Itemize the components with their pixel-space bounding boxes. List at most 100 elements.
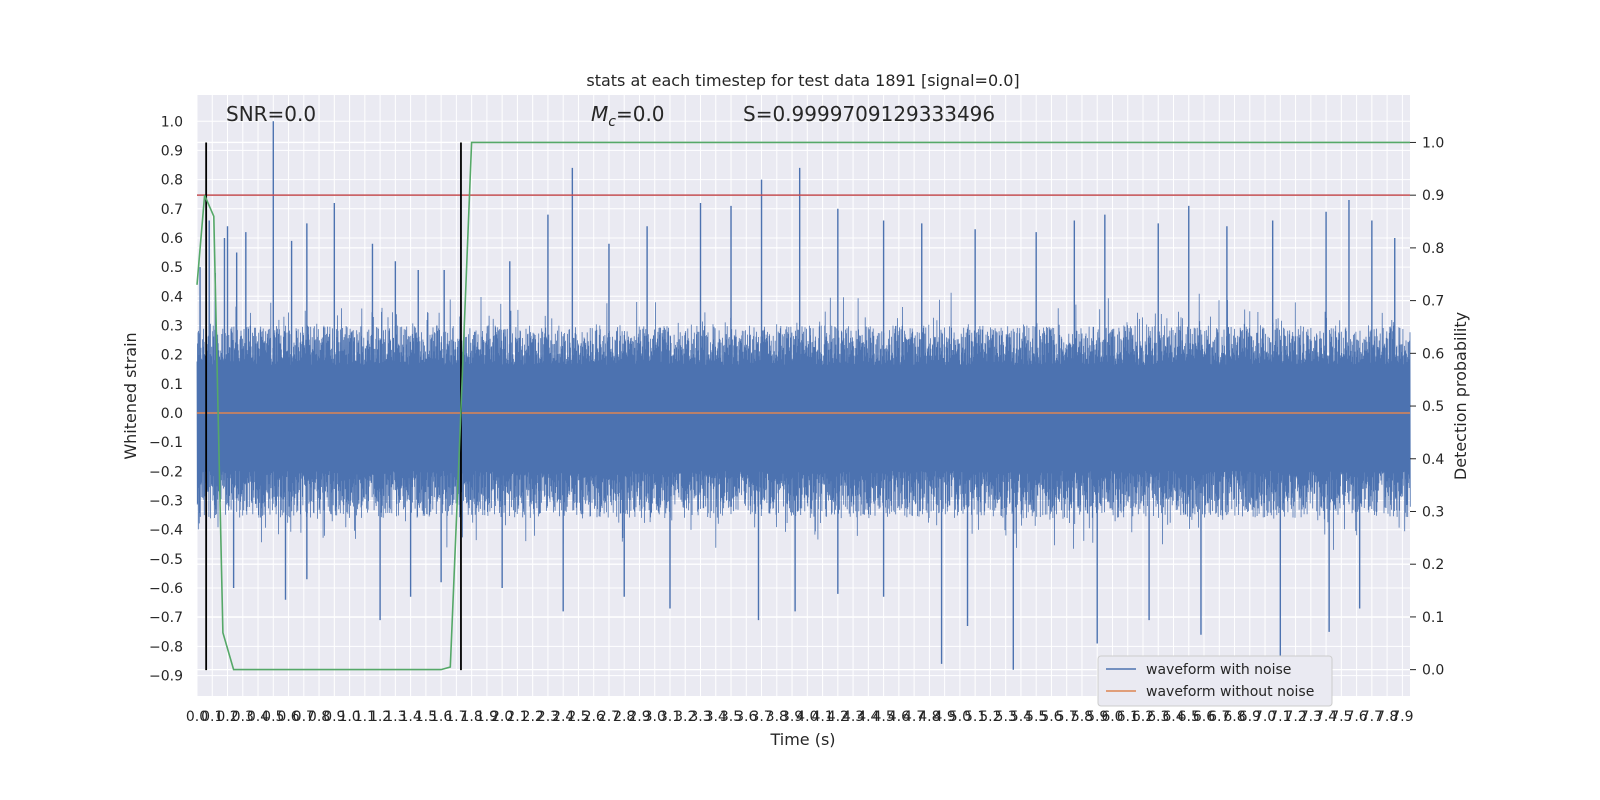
y-tick-label-right: 0.9 [1422,188,1444,204]
y-axis-label-left: Whitened strain [121,332,140,459]
y-tick-label-left: 0.5 [161,260,183,276]
x-tick-label: 2.3 [537,709,559,725]
x-tick-label: 7.5 [1330,709,1352,725]
x-tick-label: 1.0 [338,709,360,725]
x-tick-label: 1.6 [430,709,452,725]
x-tick-label: 6.7 [1208,709,1230,725]
x-tick-label: 7.3 [1300,709,1322,725]
x-tick-label: 6.4 [1162,709,1184,725]
x-tick-label: 1.1 [354,709,376,725]
mc-subscript: c [608,114,616,130]
x-tick-label: 2.2 [522,709,544,725]
x-tick-label: 7.8 [1376,709,1398,725]
y-tick-label-left: 0.7 [161,202,183,218]
y-tick-label-right: 0.7 [1422,294,1444,310]
y-tick-label-right: 0.4 [1422,452,1444,468]
x-tick-label: 0.4 [247,709,269,725]
y-tick-label-left: 0.0 [161,406,183,422]
x-tick-label: 4.2 [827,709,849,725]
y-tick-label-right: 0.2 [1422,557,1444,573]
y-tick-label-left: 0.8 [161,173,183,189]
noise-spikes [199,121,1396,670]
x-tick-label: 6.2 [1132,709,1154,725]
x-tick-label: 4.1 [811,709,833,725]
x-tick-label: 1.2 [369,709,391,725]
y-tick-label-left: 0.1 [161,377,183,393]
x-tick-label: 6.6 [1193,709,1215,725]
x-tick-label: 6.1 [1117,709,1139,725]
legend-box [1097,655,1333,707]
y-tick-label-left: −0.4 [149,523,183,539]
x-tick-label: 0.6 [277,709,299,725]
x-tick-label: 0.3 [232,709,254,725]
x-tick-label: 3.6 [735,709,757,725]
x-tick-label: 4.6 [888,709,910,725]
mc-value: =0.0 [616,102,665,126]
y-tick-label-left: −0.1 [149,435,183,451]
x-tick-label: 2.9 [628,709,650,725]
x-tick-label: 6.0 [1101,709,1123,725]
y-tick-label-right: 0.3 [1422,504,1444,520]
x-tick-label: 1.4 [399,709,421,725]
x-tick-label: 2.8 [613,709,635,725]
x-tick-label: 2.1 [506,709,528,725]
y-tick-labels-right: 0.0 0.1 0.2 0.3 0.4 0.5 0.6 0.7 0.8 0.9 1.0 [1410,135,1444,679]
x-axis-label: Time (s) [769,730,835,749]
x-tick-label: 5.8 [1071,709,1093,725]
y-tick-label-left: −0.2 [149,464,183,480]
y-tick-label-right: 0.1 [1422,610,1444,626]
x-tick-label: 0.9 [323,709,345,725]
y-tick-label-left: −0.9 [149,669,183,685]
y-tick-label-left: 1.0 [161,114,183,130]
x-tick-label: 0.2 [216,709,238,725]
annotation-snr: SNR=0.0 [226,102,316,126]
x-tick-label: 4.7 [903,709,925,725]
x-tick-label: 2.5 [567,709,589,725]
y-tick-label-right: 0.5 [1422,399,1444,415]
x-tick-label: 0.7 [293,709,315,725]
x-tick-label: 1.3 [384,709,406,725]
x-tick-label: 3.8 [766,709,788,725]
x-tick-label: 1.8 [461,709,483,725]
x-tick-label: 2.4 [552,709,574,725]
x-tick-label: 0.1 [201,709,223,725]
y-tick-label-left: 0.9 [161,143,183,159]
x-tick-label: 4.0 [796,709,818,725]
x-tick-label: 5.7 [1056,709,1078,725]
chart-title: stats at each timestep for test data 189… [586,71,1019,90]
series-waveform-with-noise [196,292,1411,550]
y-tick-label-left: 0.3 [161,318,183,334]
x-tick-label: 0.8 [308,709,330,725]
legend-label-noise: waveform with noise [1146,662,1291,678]
x-tick-label: 4.9 [934,709,956,725]
x-tick-label: 4.5 [872,709,894,725]
y-tick-label-right: 1.0 [1422,135,1444,151]
y-tick-label-left: −0.5 [149,552,183,568]
x-tick-label: 6.5 [1178,709,1200,725]
x-tick-label: 5.9 [1086,709,1108,725]
x-tick-label: 5.1 [964,709,986,725]
x-tick-label: 0.0 [186,709,208,725]
x-tick-label: 7.1 [1269,709,1291,725]
x-tick-label: 7.2 [1284,709,1306,725]
annotation-score: S=0.9999709129333496 [743,102,995,126]
x-tick-labels: 0.00.10.20.30.40.50.60.70.80.91.01.11.21… [186,709,1414,725]
legend: waveform with noise waveform without noi… [1097,655,1333,707]
y-tick-label-left: −0.8 [149,639,183,655]
x-tick-label: 7.0 [1254,709,1276,725]
y-tick-labels-left: −0.9 −0.8 −0.7 −0.6 −0.5 −0.4 −0.3 −0.2 −0.1 0.0 0… [149,114,183,684]
y-tick-label-right: 0.6 [1422,346,1444,362]
x-tick-label: 3.9 [781,709,803,725]
x-tick-label: 6.3 [1147,709,1169,725]
x-tick-label: 5.5 [1025,709,1047,725]
x-tick-label: 3.2 [674,709,696,725]
legend-label-clean: waveform without noise [1146,684,1314,700]
x-tick-label: 2.0 [491,709,513,725]
y-tick-label-left: −0.6 [149,581,183,597]
x-tick-label: 0.5 [262,709,284,725]
y-axis-label-right: Detection probability [1451,312,1470,480]
x-tick-label: 7.4 [1315,709,1337,725]
x-tick-label: 7.6 [1345,709,1367,725]
y-tick-label-left: 0.4 [161,289,183,305]
annotation-chirp-mass: Mc=0.0 [591,102,665,130]
